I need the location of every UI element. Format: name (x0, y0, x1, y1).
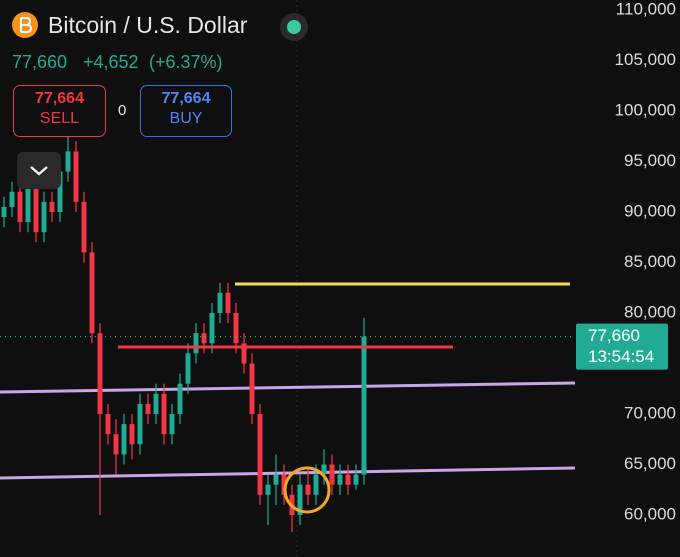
y-tick-label: 60,000 (624, 504, 676, 523)
candle-body (113, 434, 119, 455)
bitcoin-icon (12, 12, 38, 38)
last-price-box (576, 323, 668, 370)
candle-body (297, 484, 303, 515)
price: 77,660 (12, 52, 68, 72)
y-tick-label: 65,000 (624, 454, 676, 473)
candle-body (337, 474, 343, 485)
candle-body (241, 343, 247, 364)
candle-body (257, 413, 263, 495)
candle-body (121, 424, 127, 455)
candle-body (201, 333, 207, 344)
candle-body (169, 413, 175, 435)
candle-body (305, 484, 311, 495)
collapse-button[interactable] (17, 152, 61, 189)
candle-body (25, 181, 31, 223)
candle-body (1, 206, 7, 218)
candle-body (281, 474, 287, 495)
y-tick-label: 95,000 (624, 151, 676, 170)
last-price-time: 13:54:54 (588, 347, 654, 366)
candle-body (361, 336, 367, 475)
plot (0, 136, 576, 533)
y-tick-label: 100,000 (615, 100, 676, 119)
candle-body (65, 151, 71, 172)
buy-button[interactable]: 77,664 BUY (140, 85, 232, 137)
trend-line (0, 466, 576, 480)
candle-body (217, 292, 223, 313)
candle-body (153, 393, 159, 414)
candle-body (209, 312, 215, 344)
candle-body (49, 201, 55, 212)
candle-body (273, 474, 279, 485)
trend-line (0, 381, 576, 394)
candle-body (249, 363, 255, 414)
candle-body (17, 191, 23, 223)
spread: 0 (118, 102, 127, 119)
candle-body (137, 403, 143, 445)
last-price-label: 77,660 (588, 326, 640, 345)
change: +4,652 (83, 52, 139, 72)
sell-price: 77,664 (35, 90, 84, 107)
y-tick-label: 110,000 (616, 0, 676, 18)
candle-body (329, 464, 335, 485)
candle-body (89, 252, 95, 334)
candle-body (97, 333, 103, 414)
candle-body (129, 424, 135, 445)
y-tick-label: 90,000 (624, 201, 676, 220)
candle-body (81, 201, 87, 253)
y-tick-label: 105,000 (615, 50, 676, 69)
candle-body (33, 181, 39, 233)
title: Bitcoin / U.S. Dollar (48, 12, 248, 38)
change-pct: (+6.37%) (149, 52, 223, 72)
sell-button[interactable]: 77,664 SELL (13, 85, 106, 137)
candle-body (41, 201, 47, 233)
candle-body (161, 393, 167, 435)
candle-body (145, 403, 151, 414)
candle-body (57, 171, 63, 212)
sell-label: SELL (39, 110, 80, 127)
candle-body (9, 191, 15, 207)
highlight-circle (283, 466, 331, 514)
candle-body (73, 151, 79, 202)
candle-body (313, 474, 319, 495)
candle-body (105, 413, 111, 435)
candle-body (321, 464, 327, 475)
candle-body (345, 474, 351, 485)
candle-body (233, 312, 239, 344)
buy-label: BUY (169, 110, 203, 127)
candle-body (193, 333, 199, 354)
market-status (280, 13, 308, 41)
candle-body (265, 484, 271, 495)
candle-body (225, 292, 231, 313)
y-tick-label: 85,000 (624, 252, 676, 271)
y-tick-label: 80,000 (624, 302, 676, 321)
buy-price: 77,664 (161, 90, 211, 107)
y-tick-label: 70,000 (624, 403, 676, 422)
candle-body (185, 353, 191, 384)
candle-body (353, 474, 359, 485)
candle-body (177, 383, 183, 414)
